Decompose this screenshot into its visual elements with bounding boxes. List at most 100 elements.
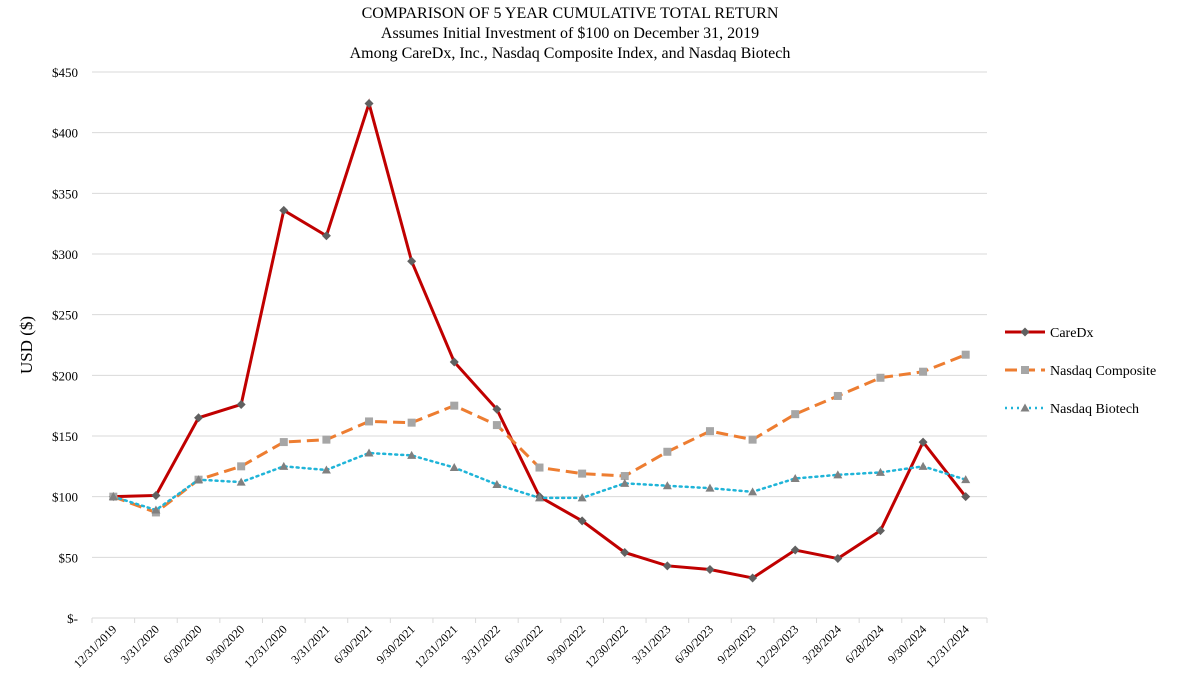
nasdaq-biotech-point [108, 492, 118, 501]
legend-item-caredx: CareDx [1005, 326, 1094, 341]
x-tick-label: 6/28/2024 [842, 622, 886, 666]
nasdaq-biotech-point [705, 483, 715, 492]
y-tick-label: $100 [52, 490, 78, 505]
y-tick-label: $450 [52, 65, 78, 80]
nasdaq-composite-point [237, 462, 246, 471]
x-tick-label: 6/30/2020 [160, 622, 204, 666]
caredx-point [236, 399, 246, 409]
nasdaq-biotech-point [321, 465, 331, 474]
legend-marker [1020, 327, 1030, 337]
nasdaq-composite-point [791, 410, 800, 419]
x-tick-label: 3/31/2021 [288, 622, 332, 666]
series-nasdaq-biotech [108, 448, 971, 514]
caredx-point [705, 564, 715, 574]
nasdaq-biotech-point [875, 467, 885, 476]
nasdaq-biotech-point [151, 505, 161, 514]
x-tick-label: 9/30/2021 [373, 622, 417, 666]
x-tick-label: 6/30/2023 [672, 622, 716, 666]
x-tick-label: 12/31/2021 [412, 622, 461, 671]
caredx-point [449, 357, 459, 367]
nasdaq-biotech-point [918, 461, 928, 470]
nasdaq-composite-line [112, 353, 967, 515]
nasdaq-composite-point [663, 447, 672, 456]
x-tick-label: 12/31/2024 [923, 622, 972, 671]
chart-subtitle: Assumes Initial Investment of $100 on De… [380, 25, 760, 42]
nasdaq-biotech-point [492, 480, 502, 489]
y-tick-label: $- [67, 611, 78, 626]
nasdaq-biotech-point [577, 493, 587, 502]
nasdaq-biotech-point [961, 475, 971, 484]
caredx-point [875, 526, 885, 536]
x-tick-label: 12/30/2022 [582, 622, 631, 671]
nasdaq-composite-point [833, 391, 842, 400]
y-tick-label: $350 [52, 186, 78, 201]
y-tick-label: $300 [52, 247, 78, 262]
caredx-point [407, 256, 417, 266]
x-tick-label: 9/30/2022 [544, 622, 588, 666]
nasdaq-composite-point [876, 373, 885, 382]
y-tick-label: $50 [59, 550, 79, 565]
caredx-point [961, 492, 971, 502]
caredx-point [194, 413, 204, 423]
series-caredx [108, 98, 971, 583]
y-tick-label: $150 [52, 429, 78, 444]
nasdaq-composite-point [322, 435, 331, 444]
nasdaq-biotech-point [407, 450, 417, 459]
x-tick-label: 9/30/2020 [203, 622, 247, 666]
nasdaq-composite-point [365, 417, 374, 426]
y-tick-label: $400 [52, 126, 78, 141]
legend-item-nasdaq-composite: Nasdaq Composite [1005, 364, 1156, 379]
nasdaq-biotech-point [748, 487, 758, 496]
x-tick-label: 6/30/2022 [501, 622, 545, 666]
x-tick-label: 3/31/2022 [459, 622, 503, 666]
y-axis-label: USD ($) [17, 316, 36, 374]
nasdaq-composite-point [492, 421, 501, 430]
caredx-point [748, 573, 758, 583]
caredx-point [364, 99, 374, 109]
x-tick-label: 3/31/2020 [118, 622, 162, 666]
legend-marker [1021, 366, 1029, 374]
nasdaq-biotech-point [449, 463, 459, 472]
nasdaq-biotech-point [620, 478, 630, 487]
caredx-point [151, 490, 161, 500]
nasdaq-composite-point [578, 469, 587, 478]
nasdaq-composite-point [748, 435, 757, 444]
nasdaq-biotech-point [364, 448, 374, 457]
x-tick-label: 12/31/2020 [241, 622, 290, 671]
x-tick-label: 12/31/2019 [71, 622, 120, 671]
y-tick-label: $250 [52, 308, 78, 323]
nasdaq-composite-point [450, 401, 459, 410]
caredx-point [790, 545, 800, 555]
legend-label: Nasdaq Biotech [1050, 402, 1139, 417]
caredx-point [918, 437, 928, 447]
nasdaq-biotech-point [662, 481, 672, 490]
caredx-point [577, 516, 587, 526]
x-tick-label: 12/29/2023 [753, 622, 802, 671]
x-tick-label: 9/30/2024 [885, 622, 929, 666]
x-tick-label: 3/31/2023 [629, 622, 673, 666]
nasdaq-biotech-point [236, 477, 246, 486]
caredx-point [620, 547, 630, 557]
y-tick-label: $200 [52, 368, 78, 383]
caredx-point [833, 554, 843, 564]
legend-marker [1020, 403, 1030, 412]
x-tick-label: 6/30/2021 [331, 622, 375, 666]
nasdaq-biotech-point [279, 461, 289, 470]
nasdaq-composite-point [961, 350, 970, 359]
nasdaq-biotech-point [535, 493, 544, 502]
caredx-point [279, 205, 289, 215]
nasdaq-composite-point [919, 367, 928, 376]
x-tick-label: 3/28/2024 [800, 622, 844, 666]
caredx-point [662, 561, 672, 571]
caredx-point [492, 404, 502, 414]
legend-label: CareDx [1050, 326, 1094, 341]
nasdaq-biotech-point [194, 475, 204, 484]
legend-label: Nasdaq Composite [1050, 364, 1156, 379]
nasdaq-composite-point [535, 463, 544, 472]
caredx-point [321, 231, 331, 241]
nasdaq-composite-point [407, 418, 416, 427]
nasdaq-composite-point [620, 472, 629, 481]
nasdaq-biotech-point [790, 473, 800, 482]
x-tick-label: 9/29/2023 [714, 622, 758, 666]
